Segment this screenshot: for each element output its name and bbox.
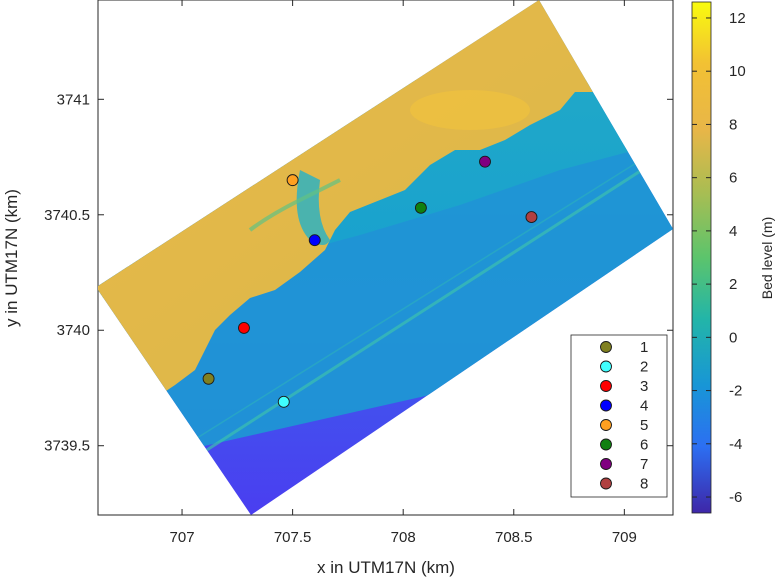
legend-label-4: 4 — [640, 398, 648, 415]
colorbar-tick-label: 6 — [729, 170, 737, 187]
x-tick-label: 708.5 — [495, 529, 533, 546]
colorbar-tick-label: -4 — [729, 436, 742, 453]
legend-label-3: 3 — [640, 378, 648, 395]
legend-box — [570, 334, 668, 498]
colorbar-tick-label: 8 — [729, 116, 737, 133]
legend-marker-7 — [600, 458, 612, 470]
station-marker-6 — [414, 201, 427, 214]
station-marker-4 — [308, 234, 321, 247]
colorbar-tick-label: 4 — [729, 223, 737, 240]
colorbar-tick-label: 12 — [729, 10, 746, 27]
legend-marker-8 — [600, 477, 612, 490]
station-marker-5 — [286, 174, 299, 187]
legend-label-8: 8 — [640, 476, 648, 493]
legend-marker-5 — [600, 419, 612, 431]
station-marker-3 — [238, 321, 250, 334]
x-axis-label: x in UTM17N (km) — [317, 558, 455, 577]
station-marker-2 — [277, 395, 290, 408]
station-marker-1 — [202, 372, 215, 385]
y-tick-label: 3739.5 — [44, 438, 90, 455]
colorbar: 12 10 8 6 4 2 0 -2 -4 -6 Bed level (m) — [691, 1, 775, 514]
legend: 1 2 3 4 5 6 7 8 — [570, 334, 668, 498]
legend-label-5: 5 — [640, 417, 648, 434]
colorbar-tick-label: 0 — [729, 329, 737, 346]
legend-marker-1 — [600, 341, 612, 353]
legend-label-1: 1 — [640, 339, 648, 356]
legend-marker-6 — [600, 438, 612, 451]
legend-label-7: 7 — [640, 456, 648, 473]
y-axis-label: y in UTM17N (km) — [2, 189, 21, 327]
colorbar-tick-label: -6 — [729, 489, 742, 506]
colorbar-tick-label: -2 — [729, 383, 742, 400]
colorbar-tick-label: 10 — [729, 63, 746, 80]
colorbar-label: Bed level (m) — [759, 217, 775, 299]
x-axis-ticks: 707 707.5 708 708.5 709 — [170, 0, 637, 546]
station-markers — [202, 155, 538, 408]
y-axis-ticks: 3739.5 3740 3740.5 3741 — [44, 91, 673, 455]
legend-label-6: 6 — [640, 437, 648, 454]
colorbar-gradient — [691, 1, 712, 514]
legend-marker-3 — [600, 380, 612, 392]
x-tick-label: 707 — [170, 529, 195, 546]
x-tick-label: 709 — [612, 529, 637, 546]
station-marker-8 — [525, 211, 538, 224]
colorbar-tick-label: 2 — [729, 276, 737, 293]
x-tick-label: 708 — [391, 529, 416, 546]
x-tick-label: 707.5 — [274, 529, 312, 546]
y-tick-label: 3741 — [57, 91, 90, 108]
legend-label-2: 2 — [640, 359, 648, 376]
y-tick-label: 3740.5 — [44, 207, 90, 224]
legend-marker-4 — [600, 399, 612, 412]
legend-marker-2 — [600, 360, 612, 373]
y-tick-label: 3740 — [57, 322, 90, 339]
station-marker-7 — [479, 155, 491, 168]
